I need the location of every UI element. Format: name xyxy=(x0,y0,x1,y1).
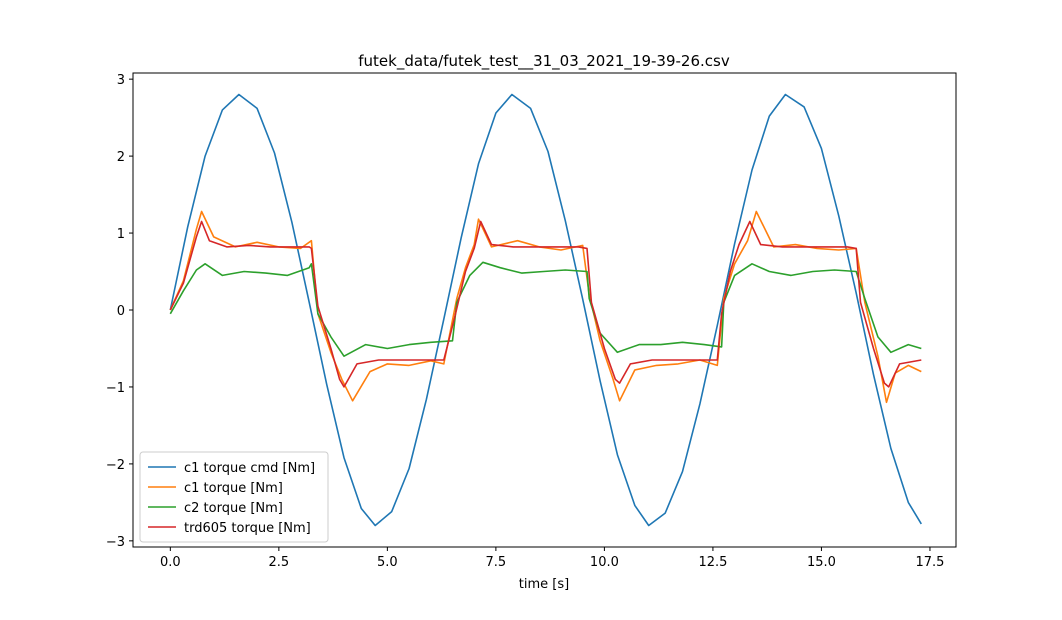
chart-title: futek_data/futek_test__31_03_2021_19-39-… xyxy=(358,52,730,71)
y-tick-label: 0 xyxy=(117,304,125,319)
x-tick-label: 10.0 xyxy=(590,555,619,570)
x-tick-label: 0.0 xyxy=(160,555,181,570)
x-tick-label: 5.0 xyxy=(377,555,398,570)
y-tick-label: −3 xyxy=(106,535,125,550)
x-tick-label: 12.5 xyxy=(698,555,727,570)
plot-content xyxy=(169,93,922,527)
legend-box xyxy=(139,451,329,543)
legend: c1 torque cmd [Nm] c1 torque [Nm] c2 torqu… xyxy=(139,451,329,543)
y-tick-label: 3 xyxy=(117,73,125,88)
axis-ticks: 0.0 2.5 5.0 7.5 10.0 12.5 15.0 17.5 −3 −2 −1 0 1 2 3 xyxy=(106,73,945,570)
y-tick-label: −2 xyxy=(106,458,125,473)
plot-frame xyxy=(132,72,957,548)
legend-label-0: c1 torque cmd [Nm] xyxy=(184,461,315,476)
x-tick-label: 17.5 xyxy=(915,555,944,570)
legend-label-3: trd605 torque [Nm] xyxy=(184,521,311,536)
x-axis-label: time [s] xyxy=(519,577,569,592)
series-line-3 xyxy=(169,220,922,388)
y-tick-label: 1 xyxy=(117,227,125,242)
series-line-2 xyxy=(169,261,922,358)
legend-label-2: c2 torque [Nm] xyxy=(184,501,283,516)
legend-label-1: c1 torque [Nm] xyxy=(184,481,283,496)
y-tick-label: 2 xyxy=(117,150,125,165)
x-tick-label: 15.0 xyxy=(807,555,836,570)
x-tick-label: 7.5 xyxy=(486,555,507,570)
y-tick-label: −1 xyxy=(106,381,125,396)
x-tick-label: 2.5 xyxy=(269,555,290,570)
